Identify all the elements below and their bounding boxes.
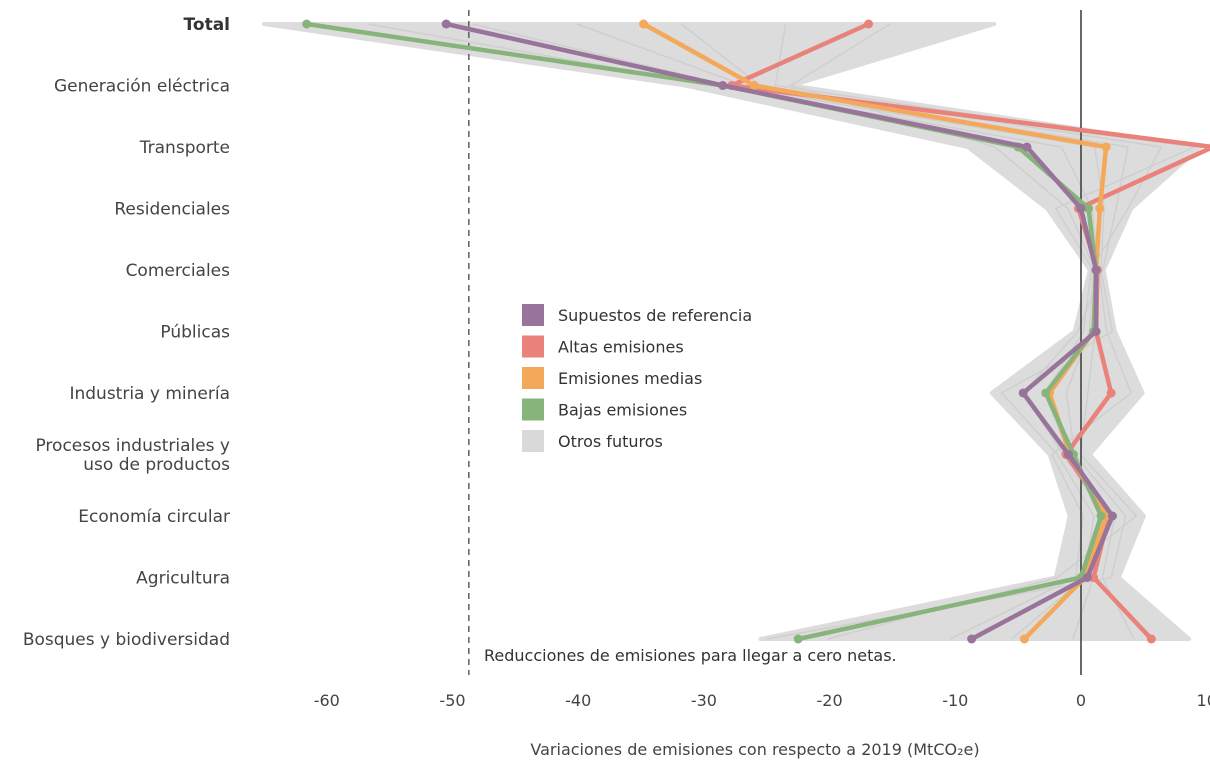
category-label: Bosques y biodiversidad	[23, 630, 230, 650]
series-point-bajas-emisiones	[1096, 511, 1106, 521]
x-tick-label: 0	[1076, 691, 1086, 710]
category-label: Generación eléctrica	[54, 77, 230, 97]
x-tick-label: -10	[942, 691, 968, 710]
x-axis-ticks: -60 -50 -40 -30 -20 -10 0 10	[314, 691, 1210, 710]
category-label: Total	[184, 15, 230, 35]
x-tick-label: -40	[565, 691, 591, 710]
series-line-supuestos-de-referencia	[443, 21, 1115, 642]
category-label: Industria y minería	[69, 384, 230, 404]
legend-swatch	[522, 335, 544, 358]
category-label: Economía circular	[78, 507, 230, 527]
x-tick-label: -30	[691, 691, 717, 710]
series-point-supuestos-de-referencia	[1091, 265, 1101, 275]
legend-label: Supuestos de referencia	[558, 306, 752, 325]
zero-net-annotation: Reducciones de emisiones para llegar a c…	[484, 646, 897, 665]
category-label: Comerciales	[126, 261, 231, 281]
x-tick-label: -60	[314, 691, 340, 710]
series-line-altas-emisiones	[729, 21, 1210, 642]
legend-label: Bajas emisiones	[558, 401, 687, 420]
category-label: Residenciales	[114, 200, 230, 220]
other-future-line	[472, 23, 1114, 640]
series-point-supuestos-de-referencia	[1076, 204, 1086, 213]
series-point-emisiones-medias	[749, 81, 759, 90]
series-point-supuestos-de-referencia	[1091, 327, 1101, 336]
series-point-supuestos-de-referencia	[1063, 450, 1073, 459]
other-futures-band	[261, 22, 1203, 641]
x-axis-label: Variaciones de emisiones con respecto a …	[530, 740, 979, 759]
series-point-bajas-emisiones	[1041, 388, 1051, 398]
series-point-emisiones-medias	[639, 19, 649, 29]
series-point-altas-emisiones	[1146, 634, 1156, 644]
legend: Supuestos de referencia Altas emisiones Em…	[522, 304, 752, 452]
x-tick-label: 10	[1197, 691, 1210, 710]
series-point-altas-emisiones	[1089, 573, 1099, 582]
series-point-emisiones-medias	[1095, 204, 1105, 213]
series-point-emisiones-medias	[1019, 634, 1029, 644]
legend-label: Otros futuros	[558, 432, 663, 451]
series-point-emisiones-medias	[1101, 142, 1111, 152]
series-point-altas-emisiones	[1106, 388, 1116, 398]
x-tick-label: -50	[439, 691, 465, 710]
series-point-supuestos-de-referencia	[718, 81, 728, 90]
x-tick-label: -20	[817, 691, 843, 710]
legend-swatch	[522, 398, 544, 421]
other-future-line	[368, 23, 1132, 640]
legend-swatch	[522, 367, 544, 389]
series-point-altas-emisiones	[864, 19, 874, 29]
series-point-supuestos-de-referencia	[1107, 511, 1117, 521]
category-label-line: Procesos industriales y	[35, 436, 230, 456]
series-point-bajas-emisiones	[793, 634, 803, 644]
series-point-supuestos-de-referencia	[1018, 388, 1028, 398]
other-futures-area	[261, 22, 1203, 641]
category-label: Procesos industriales y uso de productos	[35, 436, 230, 475]
category-label-line: uso de productos	[83, 455, 230, 475]
legend-label: Emisiones medias	[558, 369, 702, 388]
series-point-bajas-emisiones	[1084, 204, 1094, 213]
category-label: Transporte	[139, 138, 230, 158]
legend-swatch	[522, 430, 544, 452]
category-label: Públicas	[160, 323, 230, 343]
series-point-supuestos-de-referencia	[1082, 573, 1092, 582]
series-point-supuestos-de-referencia	[1022, 142, 1032, 152]
legend-swatch	[522, 304, 544, 326]
series-point-bajas-emisiones	[302, 19, 312, 29]
series-point-supuestos-de-referencia	[441, 19, 451, 29]
series-point-supuestos-de-referencia	[967, 634, 977, 644]
category-label: Agricultura	[136, 569, 230, 589]
series-lines	[302, 19, 1210, 644]
category-labels: Total Generación eléctrica Transporte Resid…	[23, 15, 230, 650]
legend-label: Altas emisiones	[558, 338, 684, 357]
